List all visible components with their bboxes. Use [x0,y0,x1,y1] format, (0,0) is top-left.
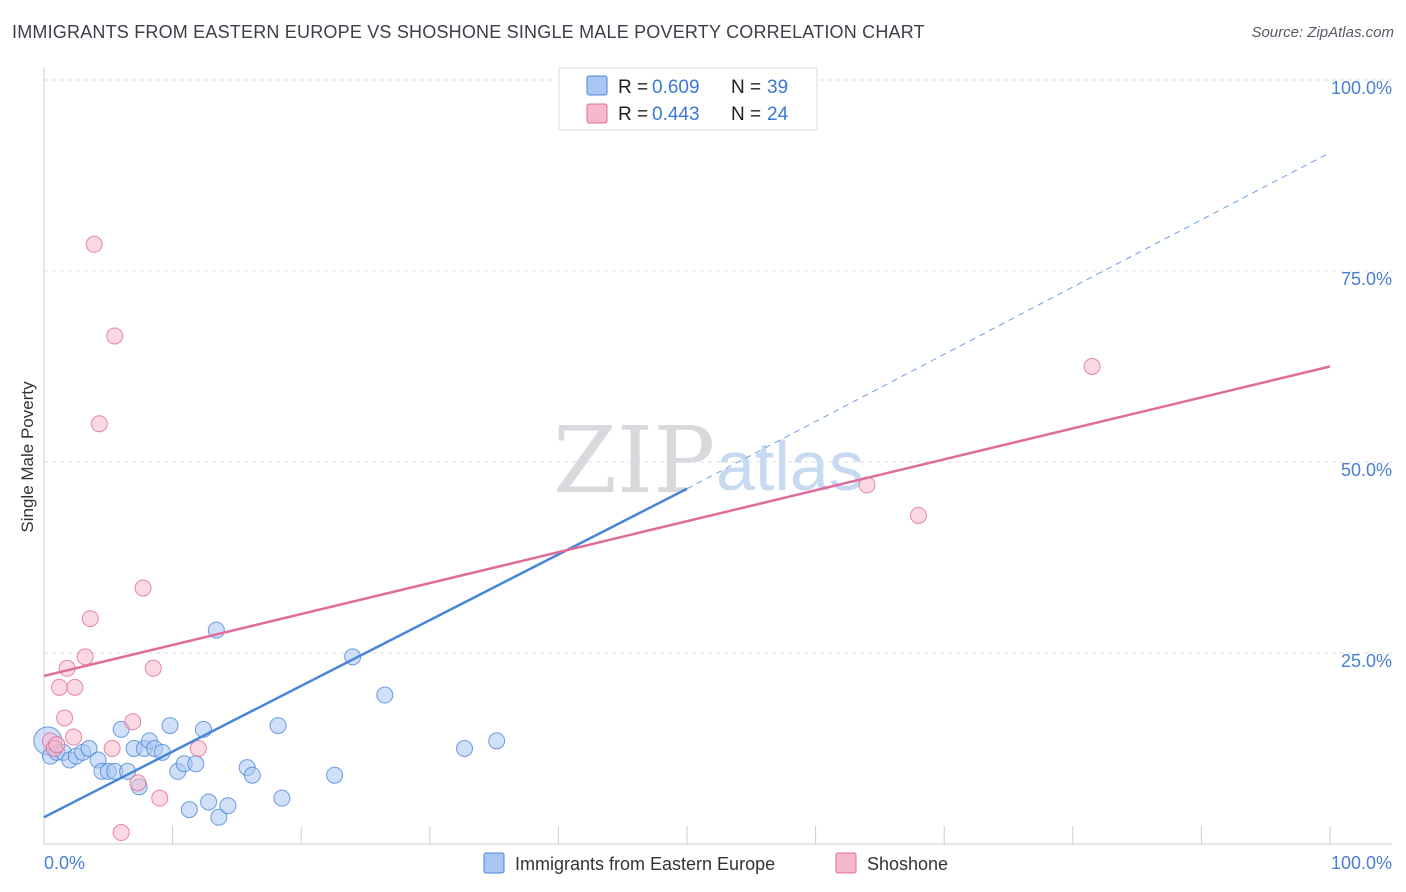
point-eastern-europe-38 [488,732,506,750]
x-tick-label-max: 100.0% [1331,853,1392,873]
point-shoshone-10 [90,415,108,433]
point-shoshone-5 [65,728,83,746]
point-shoshone-15 [129,774,147,792]
y-tick-labels: 25.0% 50.0% 75.0% 100.0% [1331,78,1392,671]
trendline-shoshone [43,365,1331,678]
point-eastern-europe-36 [376,686,394,704]
legend-n-value-1: 24 [767,104,789,125]
legend-n-value-0: 39 [767,77,788,98]
watermark-atlas: atlas [716,427,864,505]
trendline-eastern-europe [43,487,688,819]
point-eastern-europe-7 [80,740,98,757]
point-eastern-europe-33 [269,717,287,735]
watermark: ZIP atlas [553,407,864,514]
point-shoshone-19 [189,740,207,757]
legend-n-label-0: N = [731,77,761,98]
y-tick-label-25: 25.0% [1341,651,1392,671]
point-eastern-europe-34 [326,766,344,784]
point-eastern-europe-29 [219,797,237,815]
legend-r-value-1: 0.443 [652,104,700,125]
point-eastern-europe-32 [273,789,291,807]
point-shoshone-14 [124,713,142,731]
series-legend-swatch-shoshone [835,852,857,874]
point-shoshone-3 [56,709,74,727]
point-shoshone-22 [1083,358,1101,375]
point-shoshone-7 [76,648,94,666]
y-tick-label-50: 50.0% [1341,460,1392,480]
legend-r-label-1: R = [618,104,648,125]
legend-swatch-shoshone [586,103,608,124]
y-tick-label-75: 75.0% [1341,269,1392,289]
y-axis-title: Single Male Poverty [18,381,37,533]
point-shoshone-13 [112,824,130,842]
point-shoshone-11 [106,327,124,345]
gridlines [44,79,1392,654]
x-axis-ticks [172,826,1331,844]
series-legend-swatch-eastern-europe [483,852,505,874]
point-shoshone-23 [48,736,66,754]
point-shoshone-17 [144,659,162,677]
point-eastern-europe-20 [161,717,179,735]
point-shoshone-8 [81,610,99,628]
point-shoshone-12 [103,740,121,757]
series-legend: Immigrants from Eastern Europe Shoshone [483,852,948,874]
point-shoshone-21 [909,506,927,524]
point-eastern-europe-28 [210,808,228,826]
series-legend-label-shoshone: Shoshone [867,854,948,874]
y-tick-label-100: 100.0% [1331,78,1392,98]
correlation-legend: R = 0.609 N = 39 R = 0.443 N = 24 [558,67,818,131]
legend-r-label-0: R = [618,77,648,98]
point-shoshone-9 [85,235,103,253]
point-shoshone-2 [50,678,68,696]
point-eastern-europe-26 [200,793,218,811]
series-eastern-europe-points [33,621,506,826]
point-shoshone-6 [66,678,84,696]
series-legend-label-eastern-europe: Immigrants from Eastern Europe [515,854,775,874]
legend-swatch-eastern-europe [586,75,608,96]
series-shoshone-points [41,235,1101,842]
source-label: Source: ZipAtlas.com [1251,24,1394,41]
point-eastern-europe-37 [456,740,474,757]
point-eastern-europe-23 [180,801,198,819]
chart-title: IMMIGRANTS FROM EASTERN EUROPE VS SHOSHO… [12,22,925,42]
legend-n-label-1: N = [731,104,761,125]
point-shoshone-18 [151,789,169,807]
point-shoshone-16 [134,579,152,597]
legend-r-value-0: 0.609 [652,77,700,98]
x-tick-label-min: 0.0% [44,853,85,873]
trendlines [43,152,1331,819]
point-eastern-europe-24 [187,755,205,773]
point-eastern-europe-31 [243,766,261,784]
watermark-zip: ZIP [553,407,715,514]
